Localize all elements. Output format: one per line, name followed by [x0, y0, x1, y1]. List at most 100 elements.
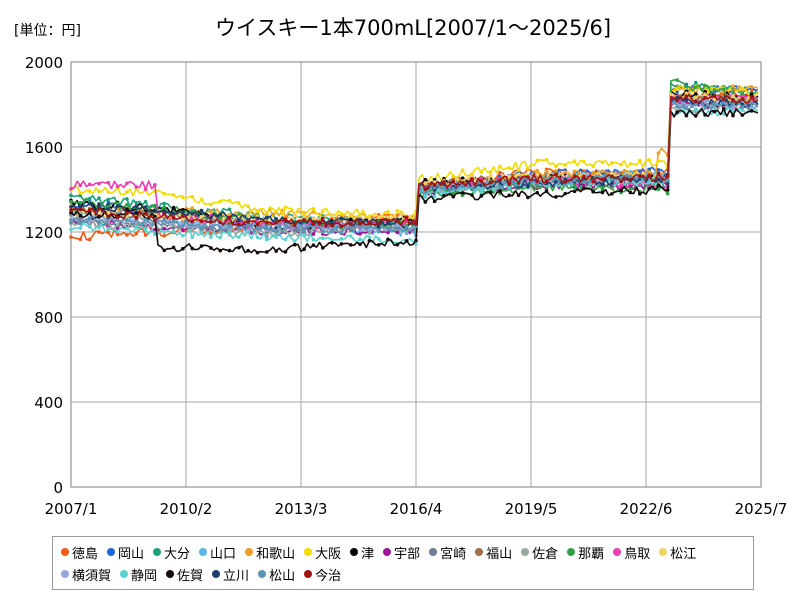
- data-point: [637, 174, 642, 179]
- data-point: [516, 168, 521, 172]
- legend-label: 和歌山: [256, 546, 296, 562]
- data-point: [209, 216, 213, 220]
- data-point: [209, 235, 213, 239]
- x-tick-label: 2010/2: [160, 500, 213, 518]
- data-point: [684, 84, 689, 89]
- data-point: [665, 188, 670, 192]
- data-point: [134, 200, 139, 205]
- data-point: [470, 186, 474, 191]
- series-line: [70, 92, 758, 224]
- data-point: [320, 209, 325, 214]
- data-point: [386, 237, 390, 242]
- data-point: [320, 236, 325, 241]
- data-point: [218, 225, 222, 230]
- data-point: [703, 92, 707, 97]
- legend-label: 立川: [223, 568, 250, 584]
- data-point: [87, 217, 92, 221]
- legend-marker: [659, 548, 668, 556]
- data-point: [460, 193, 465, 198]
- data-point: [69, 218, 73, 223]
- data-point: [731, 90, 735, 95]
- data-point: [181, 233, 185, 238]
- series-line: [70, 108, 759, 254]
- legend-item: 徳島: [61, 541, 98, 563]
- data-point: [544, 179, 549, 184]
- data-point: [582, 159, 586, 164]
- data-point: [693, 92, 698, 96]
- data-point: [498, 164, 502, 169]
- legend-marker: [304, 570, 313, 578]
- data-point: [255, 216, 260, 221]
- data-point: [460, 168, 465, 172]
- data-point: [582, 184, 586, 188]
- data-point: [582, 174, 586, 179]
- data-point: [218, 235, 222, 240]
- data-point: [143, 233, 148, 237]
- data-point: [69, 208, 73, 212]
- legend-marker: [61, 570, 69, 578]
- data-point: [87, 201, 92, 206]
- data-point: [721, 97, 726, 102]
- legend-marker: [350, 548, 359, 556]
- data-point: [591, 179, 595, 184]
- data-point: [423, 190, 428, 195]
- data-point: [348, 222, 353, 226]
- data-point: [470, 177, 474, 181]
- legend-label: 横須賀: [72, 568, 112, 584]
- data-point: [106, 197, 111, 202]
- data-point: [181, 217, 185, 221]
- data-point: [610, 161, 614, 165]
- data-point: [190, 235, 195, 240]
- legend-item: 大分: [153, 541, 190, 563]
- data-point: [498, 189, 502, 193]
- data-point: [526, 195, 530, 200]
- data-point: [684, 103, 689, 108]
- data-point: [199, 208, 204, 213]
- data-point: [97, 206, 101, 211]
- data-point: [367, 231, 372, 235]
- data-point: [143, 217, 148, 222]
- data-point: [69, 227, 73, 232]
- data-point: [78, 183, 83, 188]
- data-point: [693, 85, 698, 90]
- data-point: [87, 224, 92, 229]
- data-point: [507, 174, 512, 179]
- data-point: [265, 215, 269, 220]
- legend-item: 宇部: [383, 541, 420, 563]
- data-point: [330, 229, 334, 234]
- data-point: [348, 212, 353, 217]
- data-point: [600, 182, 605, 187]
- data-point: [749, 92, 754, 97]
- data-point: [115, 222, 120, 227]
- data-point: [125, 197, 129, 201]
- data-point: [358, 242, 362, 247]
- data-point: [647, 158, 651, 162]
- data-point: [283, 217, 288, 222]
- data-point: [693, 114, 698, 118]
- legend-label: 大阪: [315, 546, 342, 562]
- data-point: [87, 237, 92, 242]
- data-point: [656, 187, 661, 192]
- data-point: [703, 112, 707, 117]
- data-point: [423, 187, 428, 192]
- legend-label: 徳島: [72, 546, 99, 562]
- data-point: [731, 98, 735, 103]
- data-point: [684, 97, 689, 102]
- data-point: [554, 195, 558, 199]
- data-point: [563, 177, 567, 182]
- data-point: [731, 94, 735, 98]
- legend-label: 岡山: [118, 546, 145, 562]
- data-point: [246, 204, 250, 209]
- data-point: [572, 183, 577, 188]
- data-point: [731, 102, 735, 106]
- data-point: [283, 237, 288, 242]
- legend-item: 今治: [304, 563, 341, 585]
- data-point: [162, 209, 167, 214]
- data-point: [125, 202, 129, 207]
- data-point: [115, 184, 120, 189]
- data-point: [348, 234, 353, 238]
- data-point: [181, 214, 185, 218]
- data-point: [134, 204, 139, 208]
- data-point: [386, 230, 390, 235]
- data-point: [395, 242, 400, 247]
